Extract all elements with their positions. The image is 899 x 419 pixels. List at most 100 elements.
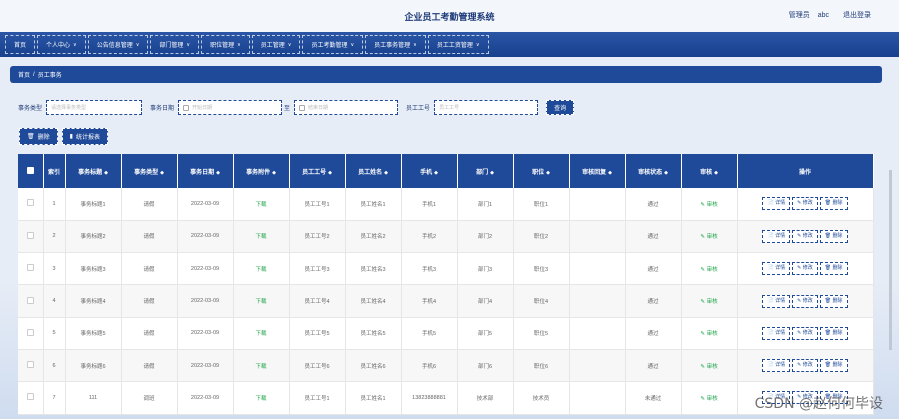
breadcrumb-home[interactable]: 首页 xyxy=(18,73,31,79)
column-header[interactable]: 事务附件 ◆ xyxy=(233,154,290,188)
column-header[interactable]: 审核状态 ◆ xyxy=(625,154,682,188)
nav-item[interactable]: 员工工资管理 ∨ xyxy=(427,35,489,54)
column-header[interactable]: 事务标题 ◆ xyxy=(65,154,122,188)
download-link[interactable]: 下载 xyxy=(255,201,267,208)
date-end-input[interactable]: 结束日期 xyxy=(294,100,399,115)
table-cell-reply xyxy=(569,220,626,254)
column-header[interactable]: 审核 ◆ xyxy=(681,154,738,188)
column-header-label: 职位 xyxy=(532,169,545,176)
column-header[interactable]: 职位 ◆ xyxy=(513,154,570,188)
edit-button[interactable]: ✎ 修改 xyxy=(792,229,818,243)
select-all-checkbox[interactable] xyxy=(26,166,34,174)
table-row: 3 事务标题3 请假 2022-03-09 下载 员工工号3 员工姓名3 手机3 部门3 职位3 通… xyxy=(18,252,874,286)
detail-button[interactable]: 📄 详情 xyxy=(762,391,791,405)
cell-value: 事务标题1 xyxy=(80,201,106,208)
row-checkbox[interactable] xyxy=(26,199,34,207)
column-header[interactable]: 员工工号 ◆ xyxy=(289,154,346,188)
detail-button[interactable]: 📄 详情 xyxy=(762,229,791,243)
row-checkbox[interactable] xyxy=(26,231,34,239)
column-header-label: 事务类型 xyxy=(134,169,159,176)
audit-link[interactable]: ✎ 审核 xyxy=(700,299,717,305)
query-button[interactable]: 查询 xyxy=(546,100,575,115)
report-button[interactable]: ▮ 统计报表 xyxy=(61,128,108,145)
bulk-delete-button[interactable]: 🗑 删除 xyxy=(19,128,58,145)
emp-input[interactable]: 员工工号 xyxy=(434,100,539,115)
audit-link[interactable]: ✎ 审核 xyxy=(700,396,717,402)
row-checkbox[interactable] xyxy=(26,296,34,304)
row-actions-cell: 📄 详情 ✎ 修改 🗑 删除 xyxy=(737,317,874,350)
table-cell-title: 事务标题2 xyxy=(65,220,122,254)
nav-item[interactable]: 部门管理 ∨ xyxy=(150,35,200,54)
detail-button[interactable]: 📄 详情 xyxy=(762,359,791,373)
cell-value: 员工工号1 xyxy=(304,395,330,402)
column-header[interactable]: 手机 ◆ xyxy=(401,154,458,188)
table-cell-dept: 部门1 xyxy=(457,188,514,221)
edit-button-label: 修改 xyxy=(802,394,813,401)
download-link[interactable]: 下载 xyxy=(255,299,267,306)
audit-link[interactable]: ✎ 审核 xyxy=(700,202,717,208)
download-link[interactable]: 下载 xyxy=(255,395,267,402)
column-header[interactable]: 事务日期 ◆ xyxy=(177,154,234,188)
table-cell-idx: 6 xyxy=(43,349,66,383)
audit-link[interactable]: ✎ 审核 xyxy=(700,234,717,240)
delete-button[interactable]: 🗑 删除 xyxy=(819,391,848,405)
nav-item[interactable]: 个人中心 ∨ xyxy=(37,35,86,54)
download-link[interactable]: 下载 xyxy=(255,266,267,273)
delete-button[interactable]: 🗑 删除 xyxy=(819,229,848,243)
chevron-down-icon: ∨ xyxy=(475,41,480,48)
audit-link[interactable]: ✎ 审核 xyxy=(700,364,717,370)
edit-button[interactable]: ✎ 修改 xyxy=(792,359,818,373)
delete-button[interactable]: 🗑 删除 xyxy=(819,326,848,340)
document-icon: 📄 xyxy=(767,200,776,207)
logout-link[interactable]: 退出登录 xyxy=(843,12,871,19)
detail-button-label: 详情 xyxy=(775,297,786,304)
edit-icon: ✎ xyxy=(700,395,707,402)
table-cell-emp_no: 员工工号1 xyxy=(289,188,346,221)
detail-button[interactable]: 📄 详情 xyxy=(762,197,791,211)
detail-button[interactable]: 📄 详情 xyxy=(762,326,791,340)
nav-item[interactable]: 员工考勤管理 ∨ xyxy=(302,35,364,54)
download-link[interactable]: 下载 xyxy=(255,331,267,338)
column-header[interactable]: 员工姓名 ◆ xyxy=(345,154,402,188)
detail-button[interactable]: 📄 详情 xyxy=(762,294,791,308)
edit-button[interactable]: ✎ 修改 xyxy=(792,326,818,340)
edit-button[interactable]: ✎ 修改 xyxy=(792,262,818,276)
delete-button[interactable]: 🗑 删除 xyxy=(819,359,848,373)
table-cell-title: 事务标题1 xyxy=(65,188,122,221)
column-header[interactable]: 事务类型 ◆ xyxy=(121,154,178,188)
table-cell-audit: ✎ 审核 xyxy=(681,220,738,254)
row-checkbox[interactable] xyxy=(26,264,34,272)
edit-button[interactable]: ✎ 修改 xyxy=(792,391,818,405)
sort-icon: ◆ xyxy=(328,169,332,176)
delete-button-label: 删除 xyxy=(832,265,843,272)
edit-button[interactable]: ✎ 修改 xyxy=(792,294,818,308)
type-select[interactable]: 请选择事务类型 xyxy=(46,100,143,115)
download-link[interactable]: 下载 xyxy=(255,234,267,241)
row-checkbox[interactable] xyxy=(26,393,34,401)
scrollbar[interactable] xyxy=(889,170,892,350)
breadcrumb: 首页 / 员工事务 xyxy=(10,66,882,83)
table-cell-audit: ✎ 审核 xyxy=(681,349,738,383)
nav-item[interactable]: 职位管理 ∨ xyxy=(201,35,250,54)
table-cell-phone: 手机3 xyxy=(401,252,458,286)
download-link[interactable]: 下载 xyxy=(255,363,267,370)
delete-button[interactable]: 🗑 删除 xyxy=(819,197,848,211)
document-icon: 📄 xyxy=(767,329,776,336)
row-checkbox[interactable] xyxy=(26,328,34,336)
nav-item[interactable]: 员工管理 ∨ xyxy=(251,35,301,54)
audit-link[interactable]: ✎ 审核 xyxy=(700,267,717,273)
nav-item[interactable]: 首页 xyxy=(5,35,36,54)
date-start-input[interactable]: 开始日期 xyxy=(178,100,283,115)
detail-button[interactable]: 📄 详情 xyxy=(762,262,791,276)
column-header[interactable]: 部门 ◆ xyxy=(457,154,514,188)
edit-button[interactable]: ✎ 修改 xyxy=(792,197,818,211)
column-header[interactable]: 审核回复 ◆ xyxy=(569,154,626,188)
table-cell-dept: 部门3 xyxy=(457,252,514,286)
delete-button[interactable]: 🗑 删除 xyxy=(819,294,848,308)
audit-link[interactable]: ✎ 审核 xyxy=(700,331,717,337)
delete-button[interactable]: 🗑 删除 xyxy=(819,262,848,276)
nav-item[interactable]: 员工事务管理 ∨ xyxy=(365,35,426,54)
table-cell-idx: 2 xyxy=(43,220,66,254)
nav-item[interactable]: 公告信息管理 ∨ xyxy=(87,35,149,54)
row-checkbox[interactable] xyxy=(26,361,34,369)
